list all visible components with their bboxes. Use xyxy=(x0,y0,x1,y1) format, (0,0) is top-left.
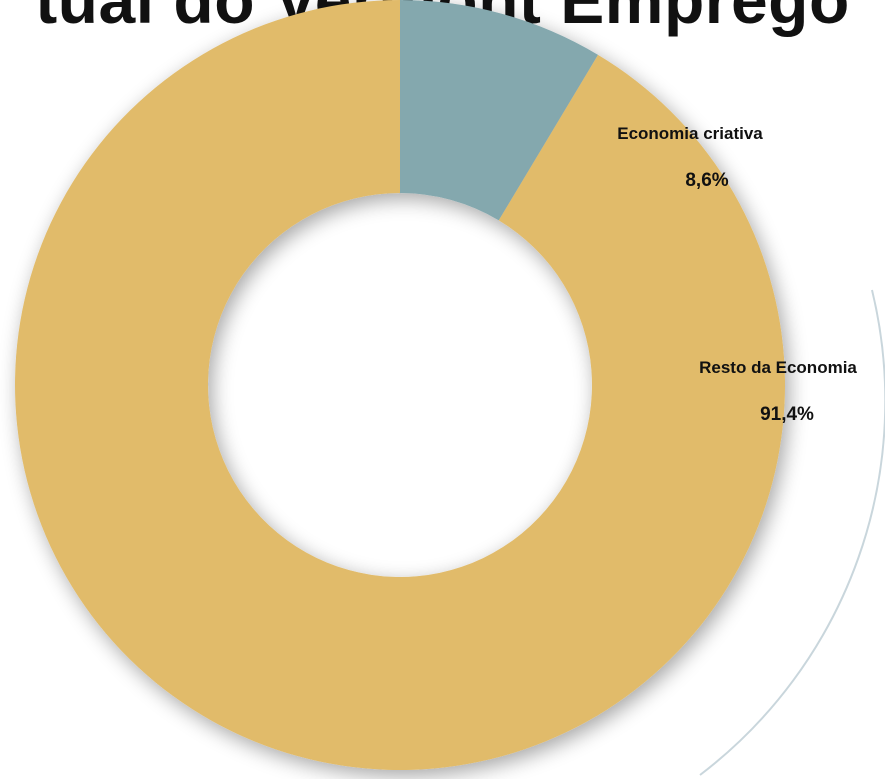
donut-slice-economia-criativa xyxy=(400,0,599,221)
decorative-arc xyxy=(699,289,885,776)
slice-value-label: 8,6% xyxy=(685,170,728,191)
donut-slice-resto-da-economia xyxy=(14,0,785,770)
slice-label: Resto da Economia xyxy=(699,358,857,377)
slice-label: Economia criativa xyxy=(617,124,763,143)
slice-value-label: 91,4% xyxy=(760,404,814,425)
